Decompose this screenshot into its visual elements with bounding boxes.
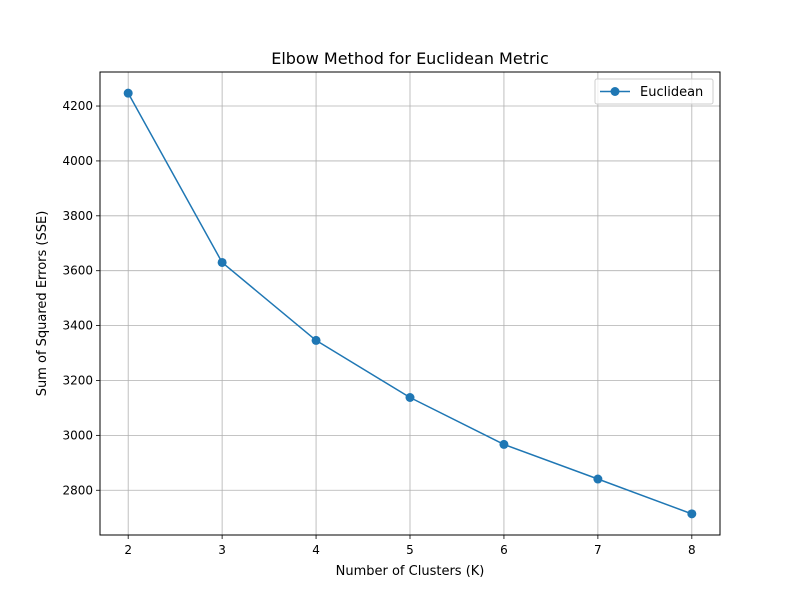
y-tick-label: 3400 [62, 319, 93, 333]
legend-marker-swatch [610, 87, 620, 96]
x-tick-label: 5 [406, 543, 414, 557]
x-tick-label: 7 [594, 543, 602, 557]
x-axis-label: Number of Clusters (K) [336, 564, 485, 579]
y-axis-label: Sum of Squared Errors (SSE) [35, 211, 50, 397]
x-tick-label: 2 [124, 543, 132, 557]
chart-title: Elbow Method for Euclidean Metric [271, 49, 549, 68]
data-point [217, 257, 227, 267]
y-tick-label: 3800 [62, 209, 93, 223]
x-tick-label: 4 [312, 543, 320, 557]
legend-box [594, 78, 714, 105]
grid-layer [100, 72, 720, 535]
y-tick-label: 2800 [62, 483, 93, 497]
y-tick-label: 4200 [62, 99, 93, 113]
y-tick-label: 4000 [62, 154, 93, 168]
series-layer [123, 88, 697, 519]
data-point [593, 474, 603, 484]
y-tick-label: 3000 [62, 428, 93, 442]
data-point [499, 439, 509, 449]
data-point [311, 335, 321, 345]
legend: Euclidean [594, 78, 714, 105]
data-point [687, 509, 697, 519]
legend-label-euclidean: Euclidean [640, 85, 703, 100]
data-point [123, 88, 133, 98]
y-tick-label: 3600 [62, 264, 93, 278]
x-tick-label: 6 [500, 543, 508, 557]
data-point [405, 392, 415, 402]
x-tick-label: 3 [218, 543, 226, 557]
ticks-layer: 2 3 4 5 6 7 8 2800 3000 3200 3400 3600 3800 4000 4200 [62, 99, 695, 557]
x-tick-label: 8 [688, 543, 696, 557]
y-tick-label: 3200 [62, 373, 93, 387]
